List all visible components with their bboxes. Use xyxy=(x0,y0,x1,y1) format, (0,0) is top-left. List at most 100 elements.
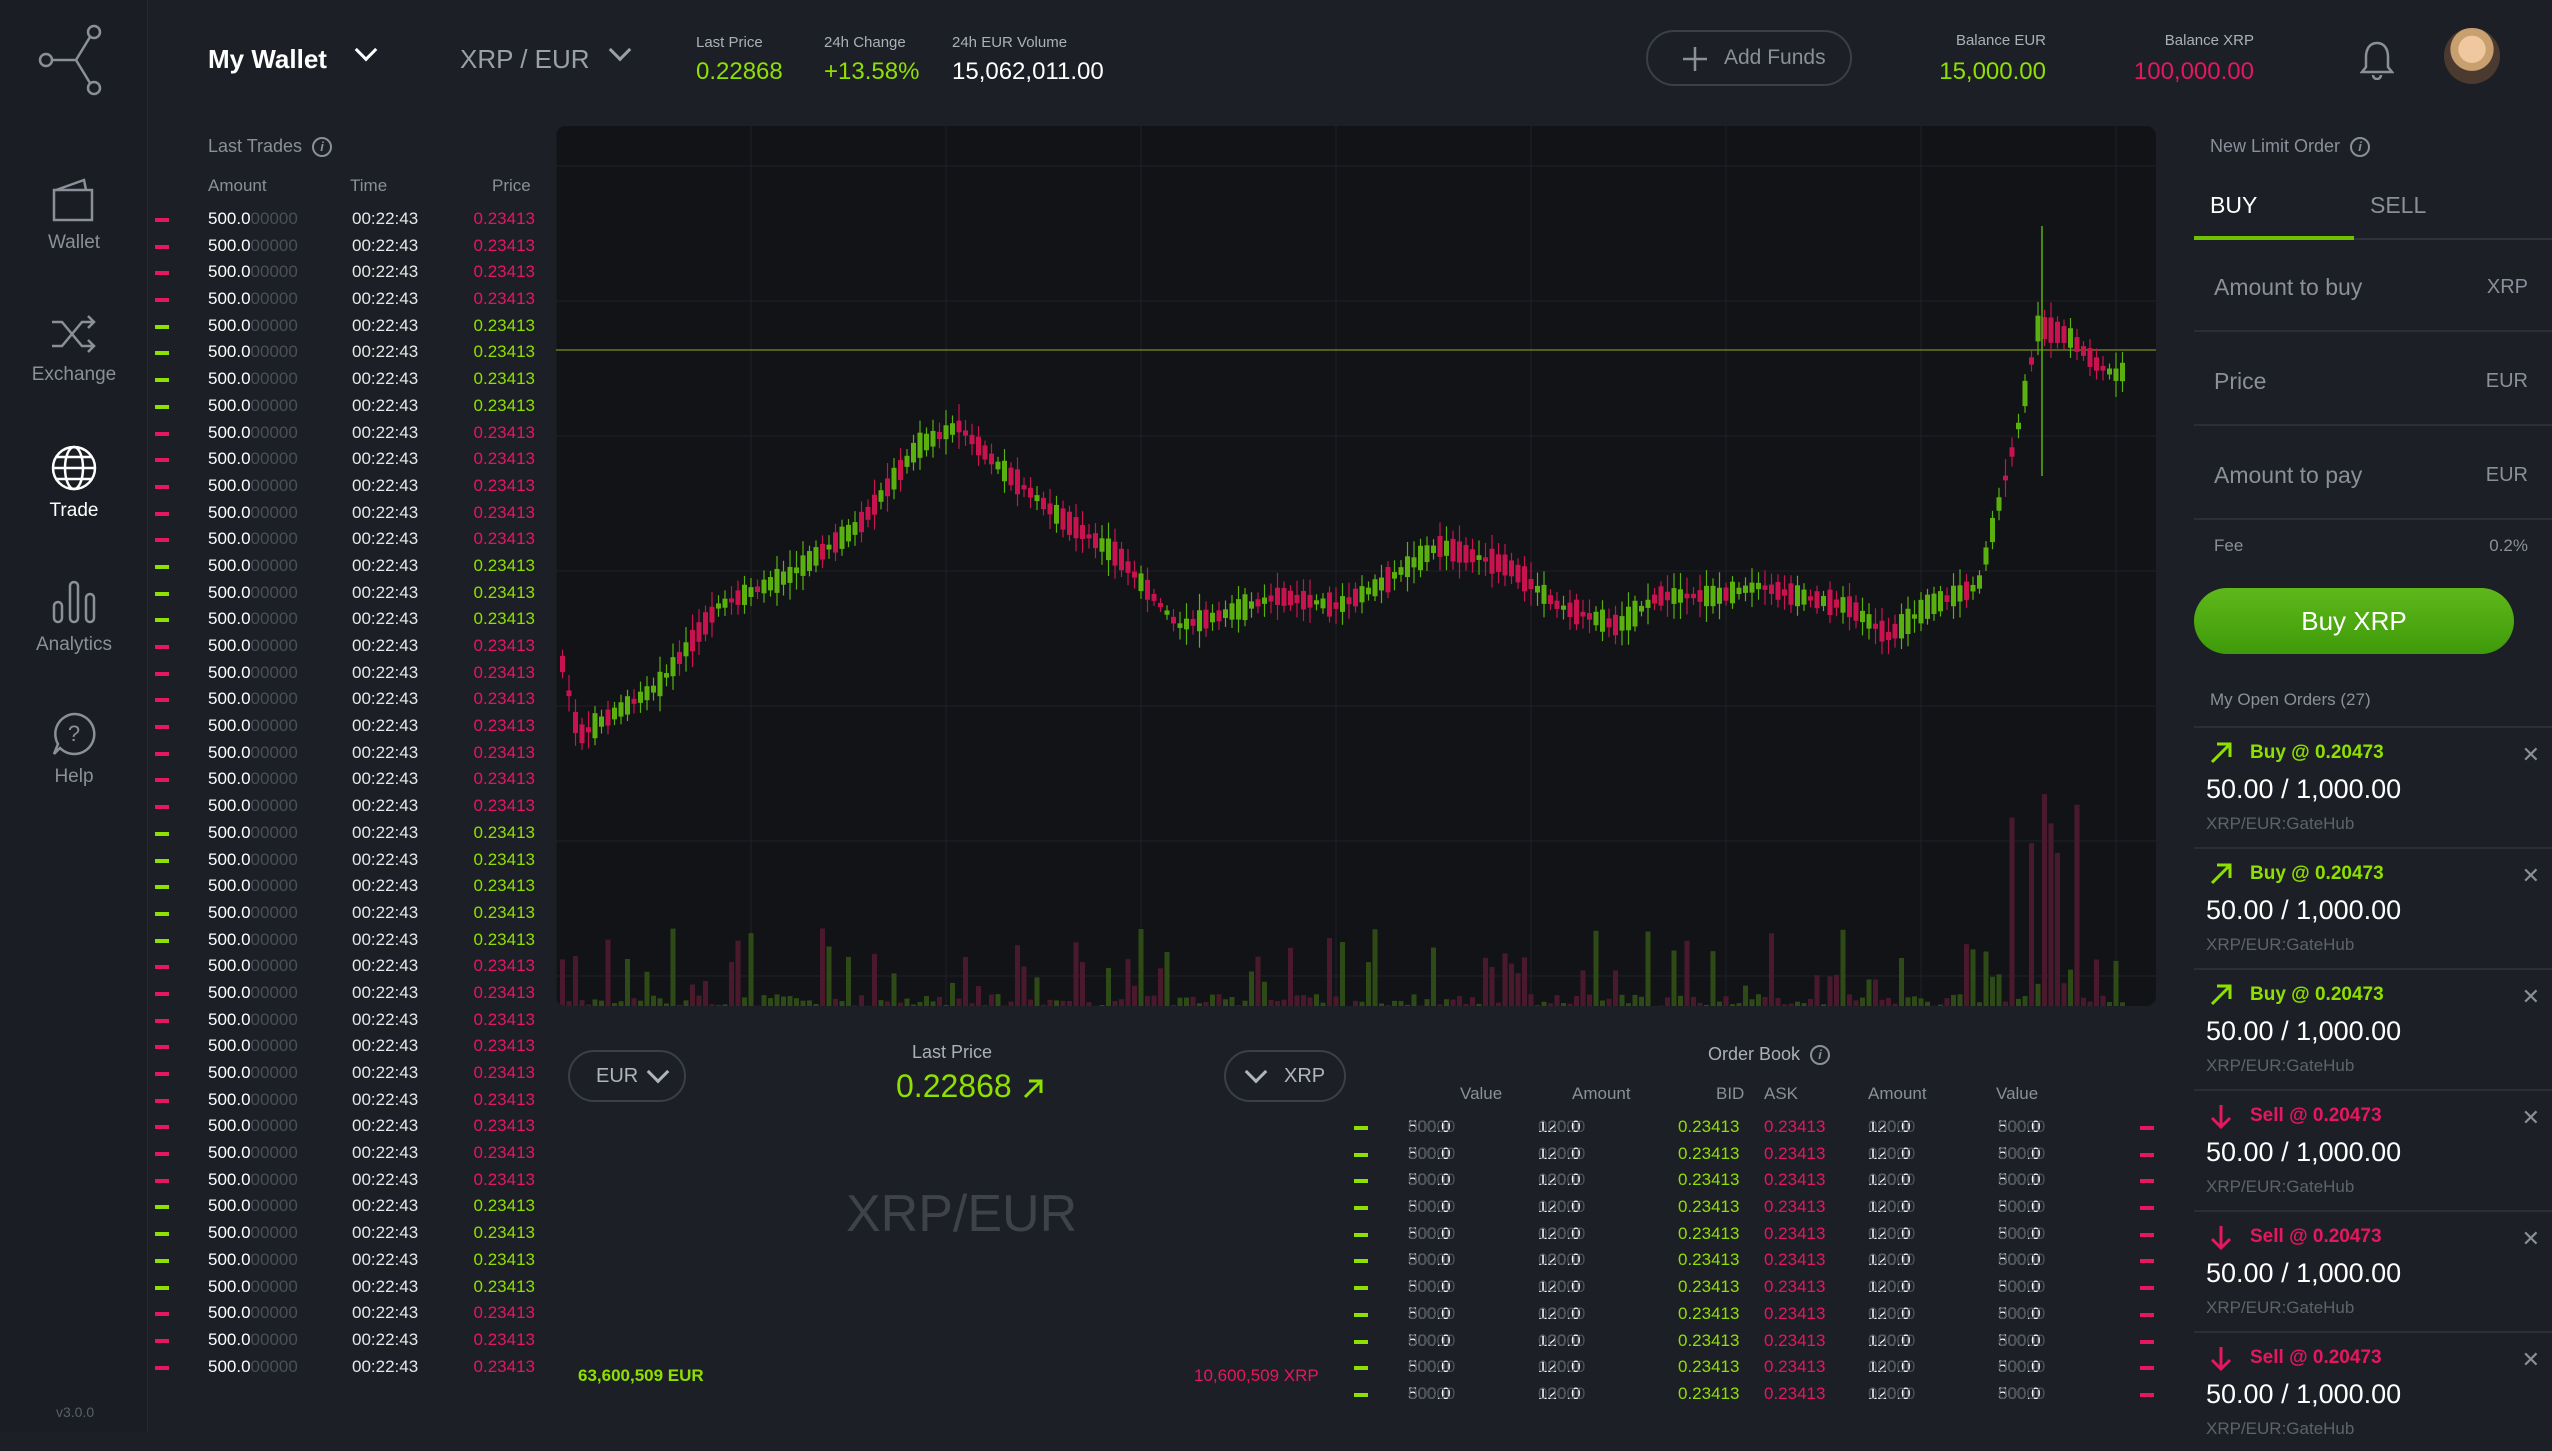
bid-price: 0.23413 xyxy=(1678,1221,1739,1248)
ask-marker xyxy=(2140,1153,2154,1157)
balance-eur-value: 15,000.00 xyxy=(1848,58,2046,86)
trade-row: 500.000000 00:22:43 0.23413 xyxy=(150,1300,540,1327)
bid-price: 0.23413 xyxy=(1678,1194,1739,1221)
trade-amount: 500.000000 xyxy=(208,1033,298,1060)
help-icon: ? xyxy=(50,710,98,758)
trade-row: 500.000000 00:22:43 0.23413 xyxy=(150,1033,540,1060)
tab-buy[interactable]: BUY xyxy=(2210,192,2257,219)
side-marker xyxy=(155,1312,169,1316)
price-field[interactable]: Price EUR xyxy=(2194,334,2552,426)
ask-marker xyxy=(2140,1259,2154,1263)
trade-time: 00:22:43 xyxy=(352,793,418,820)
trade-row: 500.000000 00:22:43 0.23413 xyxy=(150,847,540,874)
side-marker xyxy=(155,1072,169,1076)
open-order-item[interactable]: Buy @ 0.20473 50.00 / 1,000.00 XRP/EUR:G… xyxy=(2194,968,2552,1088)
chevron-down-icon xyxy=(1245,1061,1268,1084)
bell-icon[interactable] xyxy=(2360,40,2394,80)
tab-sell[interactable]: SELL xyxy=(2370,192,2426,219)
buy-xrp-button[interactable]: Buy XRP xyxy=(2194,588,2514,654)
trade-amount: 500.000000 xyxy=(208,206,298,233)
trade-amount: 500.000000 xyxy=(208,873,298,900)
info-icon[interactable]: i xyxy=(1810,1045,1830,1065)
trade-amount: 500.000000 xyxy=(208,420,298,447)
ask-marker xyxy=(2140,1393,2154,1397)
sidebar-item-analytics[interactable]: Analytics xyxy=(0,578,148,656)
side-marker xyxy=(155,1259,169,1263)
order-book-title-text: Order Book xyxy=(1708,1044,1800,1064)
bid-price: 0.23413 xyxy=(1678,1301,1739,1328)
ask-marker xyxy=(2140,1233,2154,1237)
base-currency-select[interactable]: EUR xyxy=(568,1050,686,1102)
open-order-item[interactable]: Buy @ 0.20473 50.00 / 1,000.00 XRP/EUR:G… xyxy=(2194,847,2552,967)
open-order-item[interactable]: Sell @ 0.20473 50.00 / 1,000.00 XRP/EUR:… xyxy=(2194,1089,2552,1209)
trade-amount: 500.000000 xyxy=(208,820,298,847)
close-icon[interactable]: ✕ xyxy=(2522,742,2540,768)
trade-amount: 500.000000 xyxy=(208,606,298,633)
sidebar-item-trade[interactable]: Trade xyxy=(0,444,148,522)
trade-amount: 500.000000 xyxy=(208,1193,298,1220)
depth-panel: EUR Last Price 0.22868 XRP XRP/EUR 63,60… xyxy=(556,1018,1348,1432)
close-icon[interactable]: ✕ xyxy=(2522,863,2540,889)
sidebar-item-help[interactable]: ? Help xyxy=(0,710,148,788)
arrow-up-right-icon xyxy=(2208,982,2234,1008)
ask-price: 0.23413 xyxy=(1764,1274,1825,1301)
open-order-item[interactable]: Sell @ 0.20473 50.00 / 1,000.00 XRP/EUR:… xyxy=(2194,1331,2552,1451)
price-chart[interactable] xyxy=(556,126,2156,1006)
chevron-down-icon xyxy=(647,1061,670,1084)
trade-time: 00:22:43 xyxy=(352,233,418,260)
ask-marker xyxy=(2140,1286,2154,1290)
bid-marker xyxy=(1354,1206,1368,1210)
quote-currency-select[interactable]: XRP xyxy=(1224,1050,1346,1102)
trade-time: 00:22:43 xyxy=(352,1193,418,1220)
sidebar-item-exchange[interactable]: Exchange xyxy=(0,312,148,386)
side-marker xyxy=(155,512,169,516)
trade-time: 00:22:43 xyxy=(352,847,418,874)
candlestick-chart[interactable] xyxy=(556,126,2156,1006)
trade-time: 00:22:43 xyxy=(352,1113,418,1140)
trade-amount: 500.000000 xyxy=(208,1007,298,1034)
close-icon[interactable]: ✕ xyxy=(2522,1226,2540,1252)
open-order-item[interactable]: Buy @ 0.20473 50.00 / 1,000.00 XRP/EUR:G… xyxy=(2194,726,2552,846)
add-funds-button[interactable]: Add Funds xyxy=(1646,30,1852,86)
trade-price: 0.23413 xyxy=(474,393,535,420)
close-icon[interactable]: ✕ xyxy=(2522,984,2540,1010)
avatar[interactable] xyxy=(2444,28,2500,84)
side-marker xyxy=(155,778,169,782)
ask-price: 0.23413 xyxy=(1764,1381,1825,1408)
close-icon[interactable]: ✕ xyxy=(2522,1347,2540,1373)
trade-time: 00:22:43 xyxy=(352,473,418,500)
bid-price: 0.23413 xyxy=(1678,1354,1739,1381)
depth-watermark: XRP/EUR xyxy=(846,1184,1077,1244)
bid-marker xyxy=(1354,1126,1368,1130)
wallet-selector[interactable]: My Wallet xyxy=(208,44,327,75)
amount-to-buy-field[interactable]: Amount to buy XRP xyxy=(2194,240,2552,332)
trade-time: 00:22:43 xyxy=(352,206,418,233)
trade-time: 00:22:43 xyxy=(352,606,418,633)
trade-row: 500.000000 00:22:43 0.23413 xyxy=(150,1274,540,1301)
bid-marker xyxy=(1354,1259,1368,1263)
trade-amount: 500.000000 xyxy=(208,900,298,927)
open-order-item[interactable]: Sell @ 0.20473 50.00 / 1,000.00 XRP/EUR:… xyxy=(2194,1210,2552,1330)
sidebar-item-wallet[interactable]: Wallet xyxy=(0,176,148,254)
close-icon[interactable]: ✕ xyxy=(2522,1105,2540,1131)
sidebar-item-label: Trade xyxy=(50,500,99,521)
info-icon[interactable]: i xyxy=(2350,137,2370,157)
order-amount: 50.00 / 1,000.00 xyxy=(2206,1379,2401,1410)
pair-selector[interactable]: XRP / EUR xyxy=(460,44,590,75)
info-icon[interactable]: i xyxy=(312,137,332,157)
trade-amount: 500.000000 xyxy=(208,927,298,954)
globe-icon xyxy=(50,444,98,492)
amount-to-pay-field[interactable]: Amount to pay EUR xyxy=(2194,428,2552,520)
